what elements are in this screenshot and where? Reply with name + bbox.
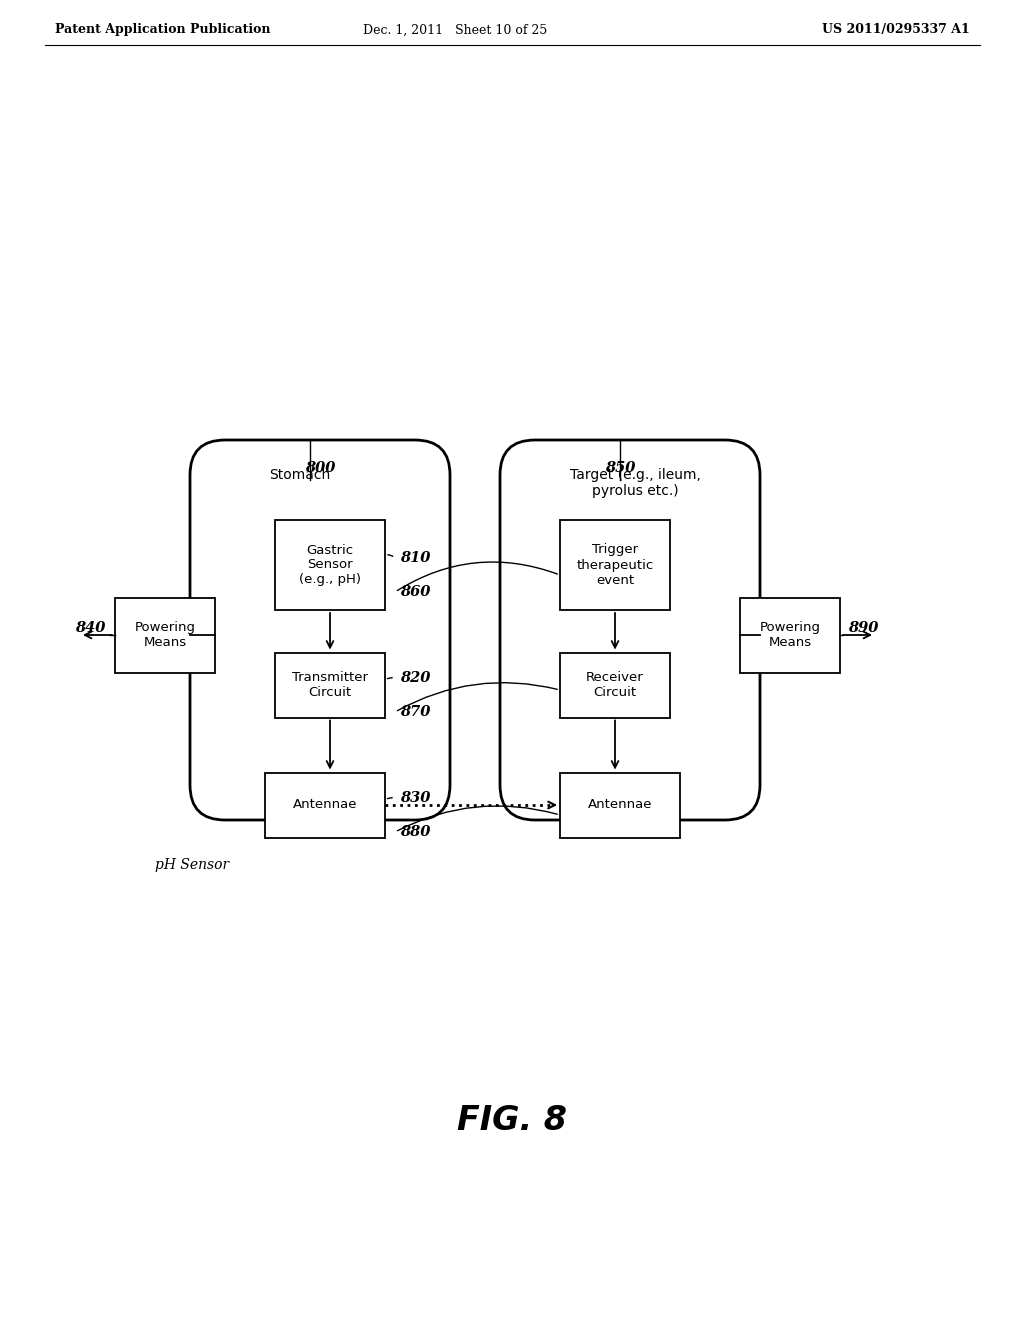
Text: Target (e.g., ileum,
pyrolus etc.): Target (e.g., ileum, pyrolus etc.) bbox=[569, 469, 700, 498]
Text: Dec. 1, 2011   Sheet 10 of 25: Dec. 1, 2011 Sheet 10 of 25 bbox=[362, 24, 547, 37]
Text: 890: 890 bbox=[848, 620, 879, 635]
Text: 810: 810 bbox=[400, 550, 430, 565]
FancyBboxPatch shape bbox=[500, 440, 760, 820]
Text: 840: 840 bbox=[75, 620, 105, 635]
Text: FIG. 8: FIG. 8 bbox=[457, 1104, 567, 1137]
FancyBboxPatch shape bbox=[190, 440, 450, 820]
Bar bbox=[560, 652, 670, 718]
Text: Stomach: Stomach bbox=[269, 469, 331, 482]
Bar bbox=[265, 772, 385, 837]
Text: Antennae: Antennae bbox=[588, 799, 652, 812]
Text: Antennae: Antennae bbox=[293, 799, 357, 812]
Text: Patent Application Publication: Patent Application Publication bbox=[55, 24, 270, 37]
Text: 860: 860 bbox=[400, 585, 430, 599]
Bar bbox=[115, 598, 215, 672]
Text: 880: 880 bbox=[400, 825, 430, 840]
Bar bbox=[275, 520, 385, 610]
Text: 800: 800 bbox=[305, 461, 336, 475]
Text: 830: 830 bbox=[400, 791, 430, 805]
Text: 870: 870 bbox=[400, 705, 430, 719]
Text: pH Sensor: pH Sensor bbox=[155, 858, 229, 873]
Bar bbox=[740, 598, 840, 672]
Bar bbox=[560, 772, 680, 837]
Text: Powering
Means: Powering Means bbox=[134, 620, 196, 649]
Text: US 2011/0295337 A1: US 2011/0295337 A1 bbox=[822, 24, 970, 37]
Bar bbox=[275, 652, 385, 718]
Text: Receiver
Circuit: Receiver Circuit bbox=[586, 671, 644, 700]
Text: 850: 850 bbox=[605, 461, 635, 475]
Bar bbox=[560, 520, 670, 610]
Text: Gastric
Sensor
(e.g., pH): Gastric Sensor (e.g., pH) bbox=[299, 544, 361, 586]
Text: 820: 820 bbox=[400, 671, 430, 685]
Text: Trigger
therapeutic
event: Trigger therapeutic event bbox=[577, 544, 653, 586]
Text: Transmitter
Circuit: Transmitter Circuit bbox=[292, 671, 368, 700]
Text: Powering
Means: Powering Means bbox=[760, 620, 820, 649]
